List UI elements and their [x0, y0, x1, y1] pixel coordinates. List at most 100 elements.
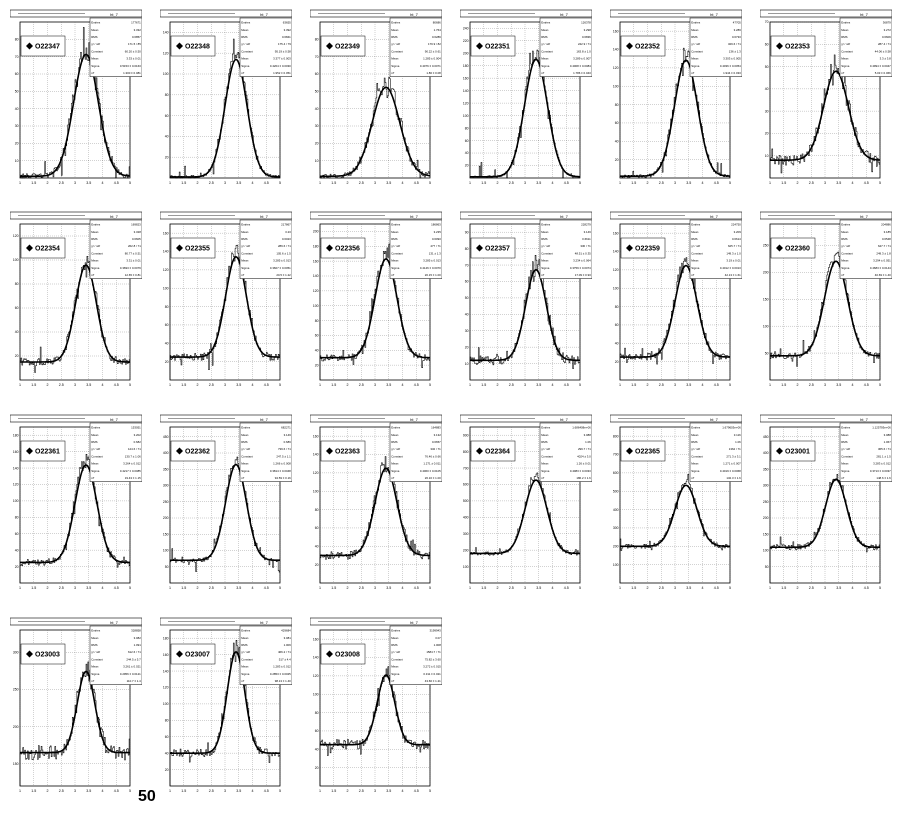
- x-tick-label: 5: [429, 789, 431, 793]
- run-label: O22359: [635, 246, 660, 253]
- y-tick-label: 20: [15, 565, 19, 569]
- stats-label-fit_mean: Mean: [691, 259, 699, 263]
- x-tick-label: 2.5: [509, 586, 514, 590]
- histogram-bars: [19, 454, 130, 583]
- x-tick-label: 2.5: [509, 383, 514, 387]
- stats-value-constant: 90.22 ± 0.61: [425, 49, 441, 53]
- x-tick-label: 4: [852, 181, 854, 185]
- stats-box: [89, 625, 142, 685]
- x-tick-label: 4: [402, 789, 404, 793]
- stats-value-rms: 0.6614: [732, 237, 741, 241]
- legend-box: [320, 35, 366, 57]
- stats-label-sqrtt: sT: [391, 476, 394, 480]
- fit-curve: [620, 264, 731, 358]
- y-tick-label: 70: [765, 20, 769, 24]
- stats-value-chi2_ndf: 262.8 / 71: [128, 244, 141, 248]
- stats-label-entries: Entries: [691, 223, 701, 227]
- y-tick-label: 20: [465, 164, 469, 168]
- histogram-panel-o22347: ht_7 1 1.5 2 2.5 3 3.5 4 4.5 5 10 20 30 40 50 60 70 80 O22…: [10, 8, 160, 208]
- stats-value-mean: 3.23: [285, 230, 291, 234]
- stats-value-constant: 149.3 ± 1.0: [726, 251, 741, 255]
- stats-label-entries: Entries: [691, 21, 701, 25]
- y-tick-label: 20: [615, 158, 619, 162]
- stats-label-rms: RMS: [541, 35, 547, 39]
- stats-label-mean: Mean: [691, 230, 699, 234]
- run-label: O22365: [635, 449, 660, 456]
- stats-label-mean: Mean: [391, 28, 399, 32]
- stats-label-sigma: Sigma: [391, 64, 400, 68]
- stats-value-constant: 163.8 ± 1.0: [576, 49, 591, 53]
- x-tick-label: 1.5: [481, 181, 486, 185]
- hist-name: ht_7: [560, 214, 569, 219]
- stats-label-mean: Mean: [91, 230, 99, 234]
- stats-value-sigma: 0.311 ± 0.021: [423, 672, 441, 676]
- stats-label-rms: RMS: [841, 35, 847, 39]
- stats-value-fit_mean: 3.234 ± 0.064: [573, 259, 591, 263]
- stats-value-rms: 0.686: [284, 440, 292, 444]
- stats-label-mean: Mean: [691, 28, 699, 32]
- stats-value-chi2_ndf: 179.9 / 82: [428, 42, 441, 46]
- y-tick-label: 400: [613, 508, 619, 512]
- stats-label-sigma: Sigma: [541, 64, 550, 68]
- legend-box: [20, 237, 66, 259]
- x-tick-label: 5: [579, 586, 581, 590]
- stats-label-sqrtt: sT: [241, 71, 244, 75]
- stats-value-entries: 1.686408e+06: [572, 426, 591, 430]
- x-tick-label: 5: [279, 181, 281, 185]
- page-number: 50: [138, 788, 156, 805]
- stats-label-sigma: Sigma: [91, 64, 100, 68]
- stats-value-fit_mean: 3.261 ± 0.021: [123, 665, 141, 669]
- y-tick-label: 450: [163, 435, 169, 439]
- stats-value-sigma: 0.2956 ± 0.0121: [120, 672, 141, 676]
- stats-label-rms: RMS: [91, 643, 97, 647]
- y-tick-label: 250: [763, 244, 769, 248]
- diamond-marker-icon: [326, 42, 333, 50]
- stats-label-rms: RMS: [241, 440, 247, 444]
- stats-box: [839, 422, 892, 482]
- x-tick-label: 2: [47, 789, 49, 793]
- y-tick-label: 300: [163, 484, 169, 488]
- run-label: O22362: [185, 449, 210, 456]
- stats-label-constant: Constant: [241, 251, 253, 255]
- hist-name: ht_7: [710, 417, 719, 422]
- x-tick-label: 5: [279, 383, 281, 387]
- x-tick-label: 1: [619, 586, 621, 590]
- diamond-marker-icon: [176, 447, 183, 455]
- stats-value-rms: 1.091: [134, 643, 142, 647]
- stats-value-sigma: 0.4146 ± 0.0070: [420, 266, 441, 270]
- x-tick-label: 1.5: [331, 586, 336, 590]
- histogram-svg: ht_7 1 1.5 2 2.5 3 3.5 4 4.5 5 20 40 60 80 100 120 140 16…: [160, 211, 292, 387]
- x-tick-label: 2: [647, 383, 649, 387]
- stats-box: [89, 422, 142, 482]
- stats-value-sqrtt: 43.66 ± 1.21: [425, 679, 441, 683]
- stats-label-chi2_ndf: χ² / ndf: [91, 42, 100, 46]
- fit-curve: [770, 260, 881, 357]
- x-tick-label: 5: [129, 789, 131, 793]
- stats-value-chi2_ndf: 647.7 / 71: [878, 244, 891, 248]
- x-tick-label: 1.5: [781, 181, 786, 185]
- y-tick-label: 100: [763, 549, 769, 553]
- y-tick-label: 60: [615, 323, 619, 327]
- x-tick-label: 4: [252, 789, 254, 793]
- y-tick-label: 200: [313, 230, 319, 234]
- stats-label-entries: Entries: [391, 223, 401, 227]
- x-tick-label: 2: [197, 789, 199, 793]
- stats-label-fit_mean: Mean: [241, 665, 249, 669]
- y-tick-label: 40: [15, 107, 19, 111]
- legend-box: [20, 440, 66, 462]
- x-tick-label: 4.5: [264, 586, 269, 590]
- stats-label-chi2_ndf: χ² / ndf: [841, 447, 850, 451]
- x-tick-label: 3.5: [386, 789, 391, 793]
- stats-label-constant: Constant: [241, 49, 253, 53]
- stats-value-mean: 3.272: [884, 28, 892, 32]
- x-tick-label: 3: [74, 586, 76, 590]
- stats-value-mean: 3.088: [584, 433, 592, 437]
- stats-label-entries: Entries: [91, 223, 101, 227]
- y-tick-label: 80: [15, 516, 19, 520]
- stats-label-rms: RMS: [391, 643, 397, 647]
- histogram-panel-o22364: ht_7 1 1.5 2 2.5 3 3.5 4 4.5 5 100 200 300 400 500 600 7…: [460, 413, 610, 613]
- diamond-marker-icon: [626, 42, 633, 50]
- stats-value-constant: 517 ± 4.4: [279, 657, 291, 661]
- histogram-panel-o23008: ht_7 1 1.5 2 2.5 3 3.5 4 4.5 5 20 40 60 80 100 120 140 16…: [310, 616, 460, 816]
- stats-label-sigma: Sigma: [541, 469, 550, 473]
